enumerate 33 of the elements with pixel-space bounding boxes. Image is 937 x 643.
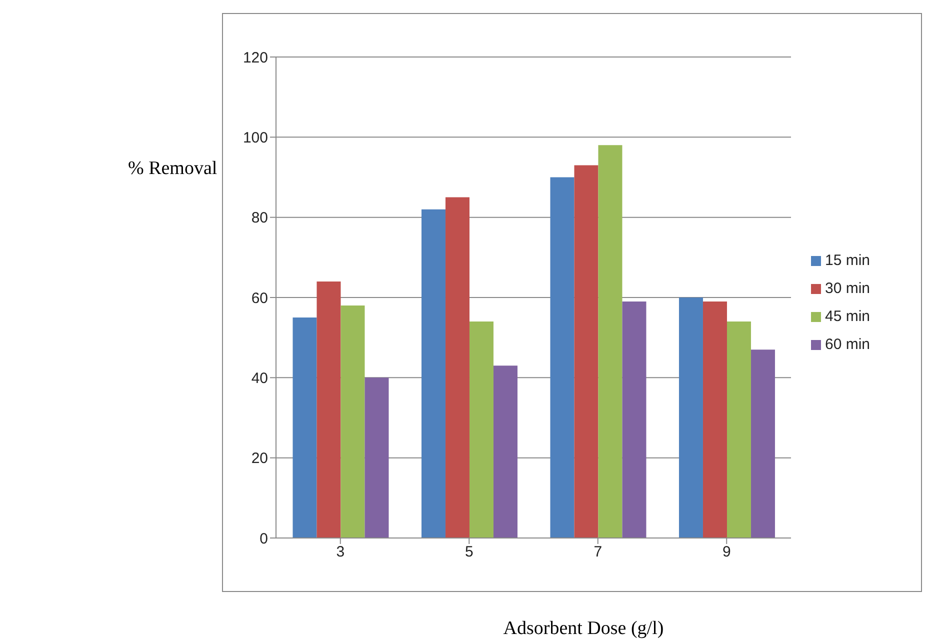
x-tick-label: 7 (594, 544, 602, 561)
y-axis-title: % Removal (128, 158, 218, 180)
legend-label: 30 min (825, 280, 870, 296)
x-tick-label: 9 (722, 544, 731, 561)
bar (445, 197, 470, 538)
legend-label: 45 min (825, 308, 870, 324)
bar (622, 302, 646, 538)
bar (340, 306, 365, 538)
bar (292, 318, 317, 538)
bar (574, 165, 598, 538)
bar (726, 322, 751, 538)
y-tick-label: 60 (251, 290, 268, 307)
y-tick-label: 0 (260, 530, 268, 548)
legend-label: 60 min (825, 336, 870, 352)
x-axis-title: Adsorbent Dose (g/l) (502, 618, 665, 640)
y-tick-label: 100 (242, 129, 268, 146)
y-tick-label: 20 (251, 450, 268, 468)
bar (598, 145, 622, 538)
x-tick-label: 3 (336, 544, 345, 561)
y-tick-label: 40 (251, 370, 268, 387)
bar (678, 298, 703, 538)
bar (750, 350, 775, 538)
bar (702, 302, 727, 538)
legend-label: 15 min (825, 252, 870, 268)
bar (421, 209, 446, 538)
bar (316, 281, 341, 538)
bar (493, 366, 518, 538)
y-tick-label: 80 (251, 210, 268, 227)
x-tick-label: 5 (464, 544, 474, 561)
bar (364, 378, 389, 538)
bar (469, 322, 494, 538)
bar (550, 177, 574, 538)
y-tick-label: 120 (242, 49, 268, 66)
